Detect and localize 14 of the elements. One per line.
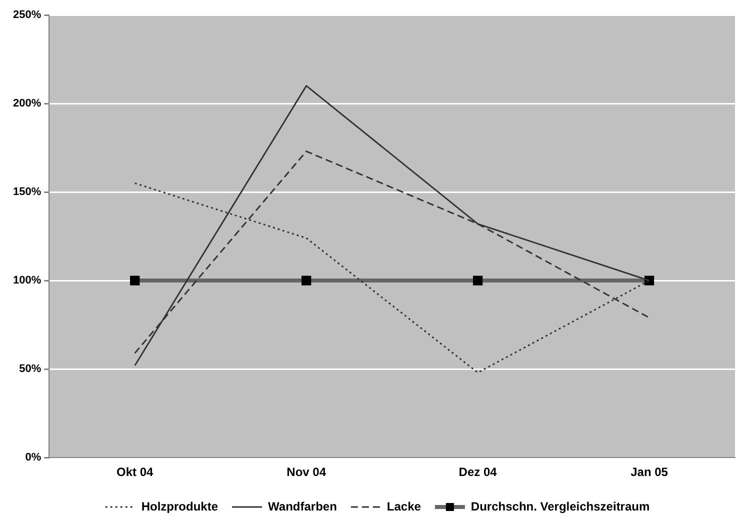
legend-label: Durchschn. Vergleichszeitraum bbox=[470, 499, 650, 514]
x-tick-label: Okt 04 bbox=[116, 465, 154, 480]
y-tick-label: 0% bbox=[25, 452, 42, 464]
legend-label: Holzprodukte bbox=[141, 499, 218, 514]
x-tick-label: Nov 04 bbox=[286, 465, 326, 480]
y-tick-label: 200% bbox=[12, 98, 42, 110]
legend-label: Lacke bbox=[386, 499, 422, 514]
x-tick-label: Jan 05 bbox=[630, 465, 668, 480]
y-tick-label: 50% bbox=[19, 363, 42, 376]
legend-label: Wandfarben bbox=[268, 499, 337, 514]
y-tick-label: 100% bbox=[12, 274, 42, 287]
y-tick-label: 150% bbox=[12, 186, 42, 198]
x-tick-label: Dez 04 bbox=[458, 465, 498, 480]
y-tick-label: 250% bbox=[12, 9, 42, 22]
